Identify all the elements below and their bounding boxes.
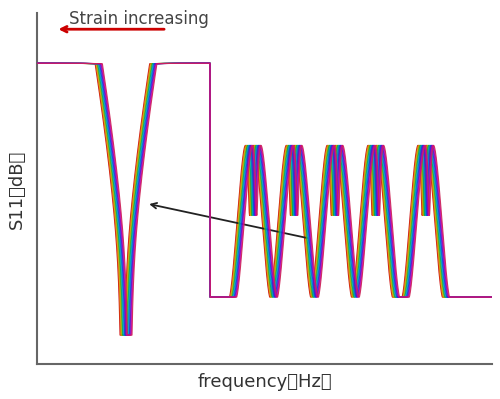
- X-axis label: frequency（Hz）: frequency（Hz）: [197, 373, 332, 391]
- Y-axis label: S11（dB）: S11（dB）: [8, 149, 26, 229]
- Text: Strain increasing: Strain increasing: [69, 10, 209, 28]
